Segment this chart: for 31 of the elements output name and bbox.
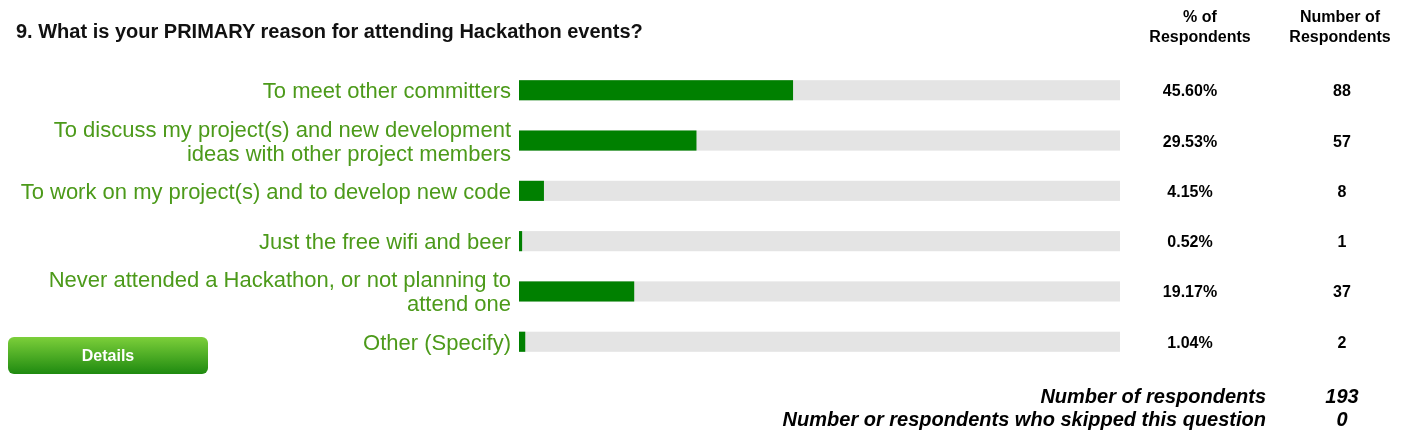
data-label: 4.15% bbox=[1167, 182, 1213, 200]
text: 57 bbox=[1333, 132, 1351, 150]
text: 2 bbox=[1337, 333, 1347, 351]
data-label: 19.17% bbox=[1162, 283, 1218, 301]
y-tick-label: To work on my project(s) and to develop new code bbox=[20, 178, 511, 204]
text: 8 bbox=[1337, 182, 1347, 200]
text: 193 bbox=[1325, 385, 1359, 407]
text: 37 bbox=[1333, 283, 1351, 301]
text: 1 bbox=[1337, 233, 1347, 251]
text: 9. What is your PRIMARY reason for attending Hackathon events? bbox=[16, 20, 643, 42]
bar bbox=[519, 281, 635, 302]
bar bbox=[519, 331, 526, 352]
data-label: 1.04% bbox=[1167, 333, 1213, 351]
bar bbox=[519, 130, 697, 151]
text: % of Respondents bbox=[1149, 8, 1251, 45]
bar bbox=[519, 231, 523, 252]
y-tick-label: Just the free wifi and beer bbox=[259, 229, 511, 255]
y-tick-label: Other (Specify) bbox=[363, 329, 511, 355]
text: 0 bbox=[1336, 408, 1348, 430]
data-label: 29.53% bbox=[1162, 132, 1218, 150]
data-label: 45.60% bbox=[1162, 82, 1218, 100]
details-button: Details bbox=[8, 337, 208, 374]
bar bbox=[519, 180, 544, 201]
text: 88 bbox=[1333, 82, 1351, 100]
text: Number or respondents who skipped this question bbox=[782, 408, 1266, 430]
text: Number of Respondents bbox=[1289, 8, 1391, 45]
y-tick-label: Never attended a Hackathon, or not planning to attend one bbox=[48, 267, 511, 317]
y-tick-label: To discuss my project(s) and new development ideas with other project members bbox=[53, 116, 511, 166]
data-label: 0.52% bbox=[1167, 233, 1213, 251]
y-tick-label: To meet other committers bbox=[262, 78, 511, 104]
text: Number of respondents bbox=[1040, 385, 1266, 407]
